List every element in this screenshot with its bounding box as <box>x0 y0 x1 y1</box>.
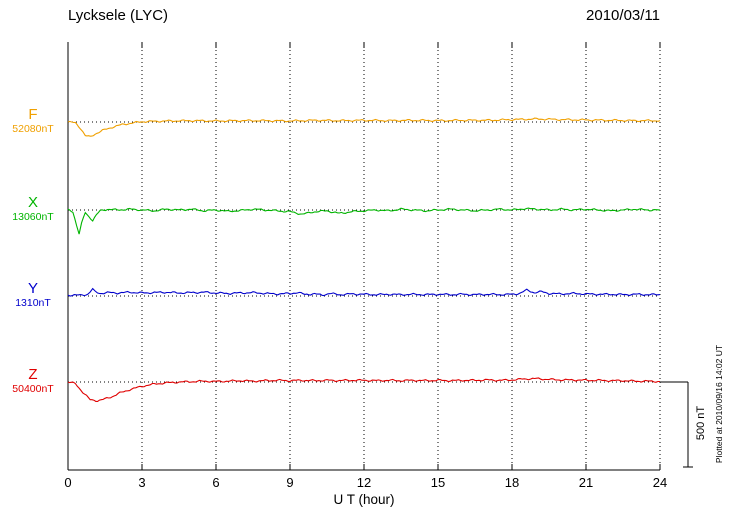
x-tick-label: 21 <box>578 475 594 490</box>
series-baseline-value: 52080nT <box>12 122 54 135</box>
plotted-at-note: Plotted at 2010/09/16 14:02 UT <box>714 344 724 464</box>
x-tick-label: 24 <box>652 475 668 490</box>
series-letter: Y <box>27 280 38 297</box>
x-tick-label: 18 <box>504 475 520 490</box>
series-baseline-value: 1310nT <box>15 296 51 309</box>
series-label-Y: Y 1310nT <box>2 281 64 309</box>
trace-F <box>67 117 661 137</box>
series-baseline-value: 13060nT <box>12 210 54 223</box>
x-tick-label: 9 <box>286 475 294 490</box>
series-label-F: F 52080nT <box>2 107 64 135</box>
x-axis-label: U T (hour) <box>333 492 395 507</box>
series-letter: X <box>27 194 38 211</box>
station-title: Lycksele (LYC) <box>68 7 169 24</box>
trace-X <box>67 207 661 235</box>
series-letter: Z <box>28 366 38 383</box>
series-label-Z: Z 50400nT <box>2 367 64 395</box>
trace-Z <box>67 377 660 402</box>
x-tick-label: 12 <box>356 475 372 490</box>
x-tick-label: 0 <box>64 475 72 490</box>
scale-bar-label: 500 nT <box>695 405 707 441</box>
series-baseline-value: 50400nT <box>12 382 54 395</box>
series-letter: F <box>28 106 38 123</box>
x-tick-label: 15 <box>430 475 446 490</box>
trace-Y <box>67 287 661 297</box>
series-label-X: X 13060nT <box>2 195 64 223</box>
x-tick-label: 3 <box>138 475 146 490</box>
x-tick-label: 6 <box>212 475 220 490</box>
plot-date: 2010/03/11 <box>586 7 660 24</box>
